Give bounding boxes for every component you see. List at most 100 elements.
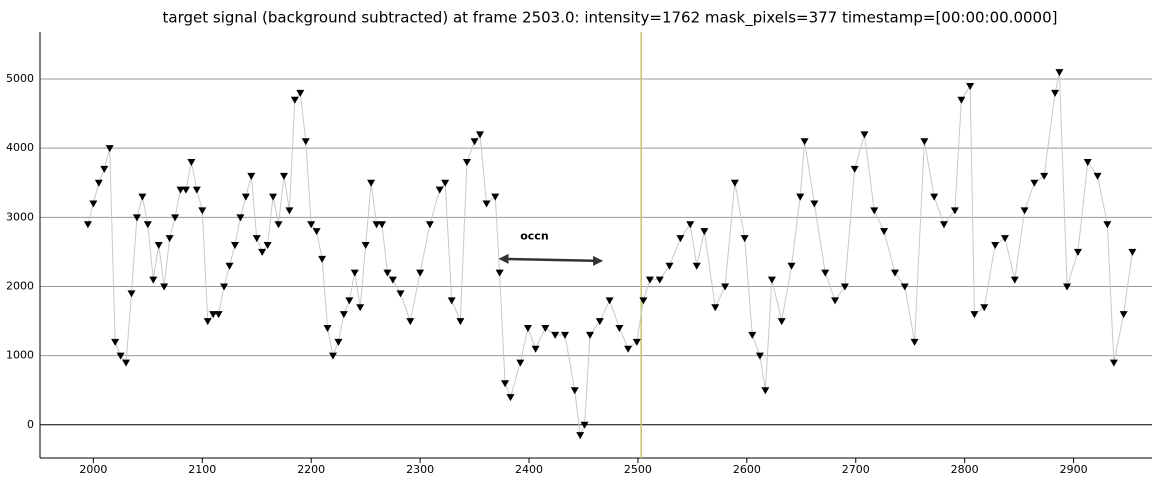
data-point [149,276,158,284]
chart-title: target signal (background subtracted) at… [163,9,1058,28]
data-point [482,200,491,208]
data-point [345,297,354,305]
data-point [810,200,819,208]
arrow-head [593,255,604,266]
data-point [821,269,830,277]
data-point [425,221,434,229]
data-point [356,304,365,312]
data-point [957,96,966,104]
data-point [560,331,569,339]
data-point [1030,179,1039,187]
y-tick-label: 4000 [6,141,34,154]
x-tick-label: 2900 [1060,463,1088,476]
data-point [105,145,114,153]
data-point [1040,172,1049,180]
data-point [171,214,180,222]
data-point [711,304,720,312]
data-point [241,193,250,201]
arrow-head [498,253,509,264]
data-point [800,138,809,146]
data-point [595,318,604,326]
data-point [285,207,294,215]
data-point [632,338,641,346]
data-point [576,432,585,440]
data-point [279,172,288,180]
data-point [1000,235,1009,243]
data-point [531,345,540,353]
data-point [676,235,685,243]
data-point [615,324,624,332]
annotation-arrow [502,257,600,263]
data-point [506,394,515,402]
data-point [323,324,332,332]
x-tick-label: 2600 [733,463,761,476]
data-point [740,235,749,243]
data-point [160,283,169,291]
data-point [645,276,654,284]
data-point [551,331,560,339]
data-point [700,228,709,236]
data-point [686,221,695,229]
data-point [1093,172,1102,180]
data-point [383,269,392,277]
data-point [870,207,879,215]
data-point [89,200,98,208]
data-point [796,193,805,201]
data-point [1083,159,1092,167]
data-point [361,242,370,249]
x-tick-label: 2100 [188,463,216,476]
data-point [441,179,450,187]
data-point [605,297,614,305]
data-point [318,255,327,263]
data-point [970,311,979,319]
data-point [127,290,136,298]
data-point [301,138,310,146]
data-point [930,193,939,201]
data-point [307,221,316,229]
y-tick-label: 3000 [6,210,34,223]
data-point [665,262,674,270]
data-point [252,235,261,243]
data-point [396,290,405,298]
data-point [920,138,929,146]
data-point [730,179,739,187]
data-point [406,318,415,326]
data-point [198,207,207,215]
data-point [230,242,239,249]
data-point [580,421,589,429]
x-tick-label: 2300 [406,463,434,476]
data-point [541,324,550,332]
data-point [1020,207,1029,215]
data-point [209,311,218,319]
data-point [910,338,919,346]
data-point [523,324,532,332]
data-point [639,297,648,305]
data-point [755,352,764,360]
y-tick-label: 0 [27,418,34,431]
data-point [880,228,889,236]
data-point [624,345,633,353]
data-point [991,242,1000,249]
data-point [225,262,234,270]
data-point [655,276,664,284]
data-point [416,269,425,277]
data-point [339,311,348,319]
y-tick-label: 2000 [6,279,34,292]
data-point [83,221,92,229]
data-point [435,186,444,194]
data-point [187,159,196,167]
data-point [980,304,989,312]
data-point [247,172,256,180]
data-point [950,207,959,215]
data-point [850,165,859,173]
data-point [203,318,212,326]
data-point [777,318,786,326]
data-point [372,221,381,229]
data-point [290,96,299,104]
y-tick-label: 1000 [6,349,34,362]
data-point [470,138,479,146]
data-point [1119,311,1128,319]
data-point [1109,359,1118,367]
data-point [143,221,152,229]
